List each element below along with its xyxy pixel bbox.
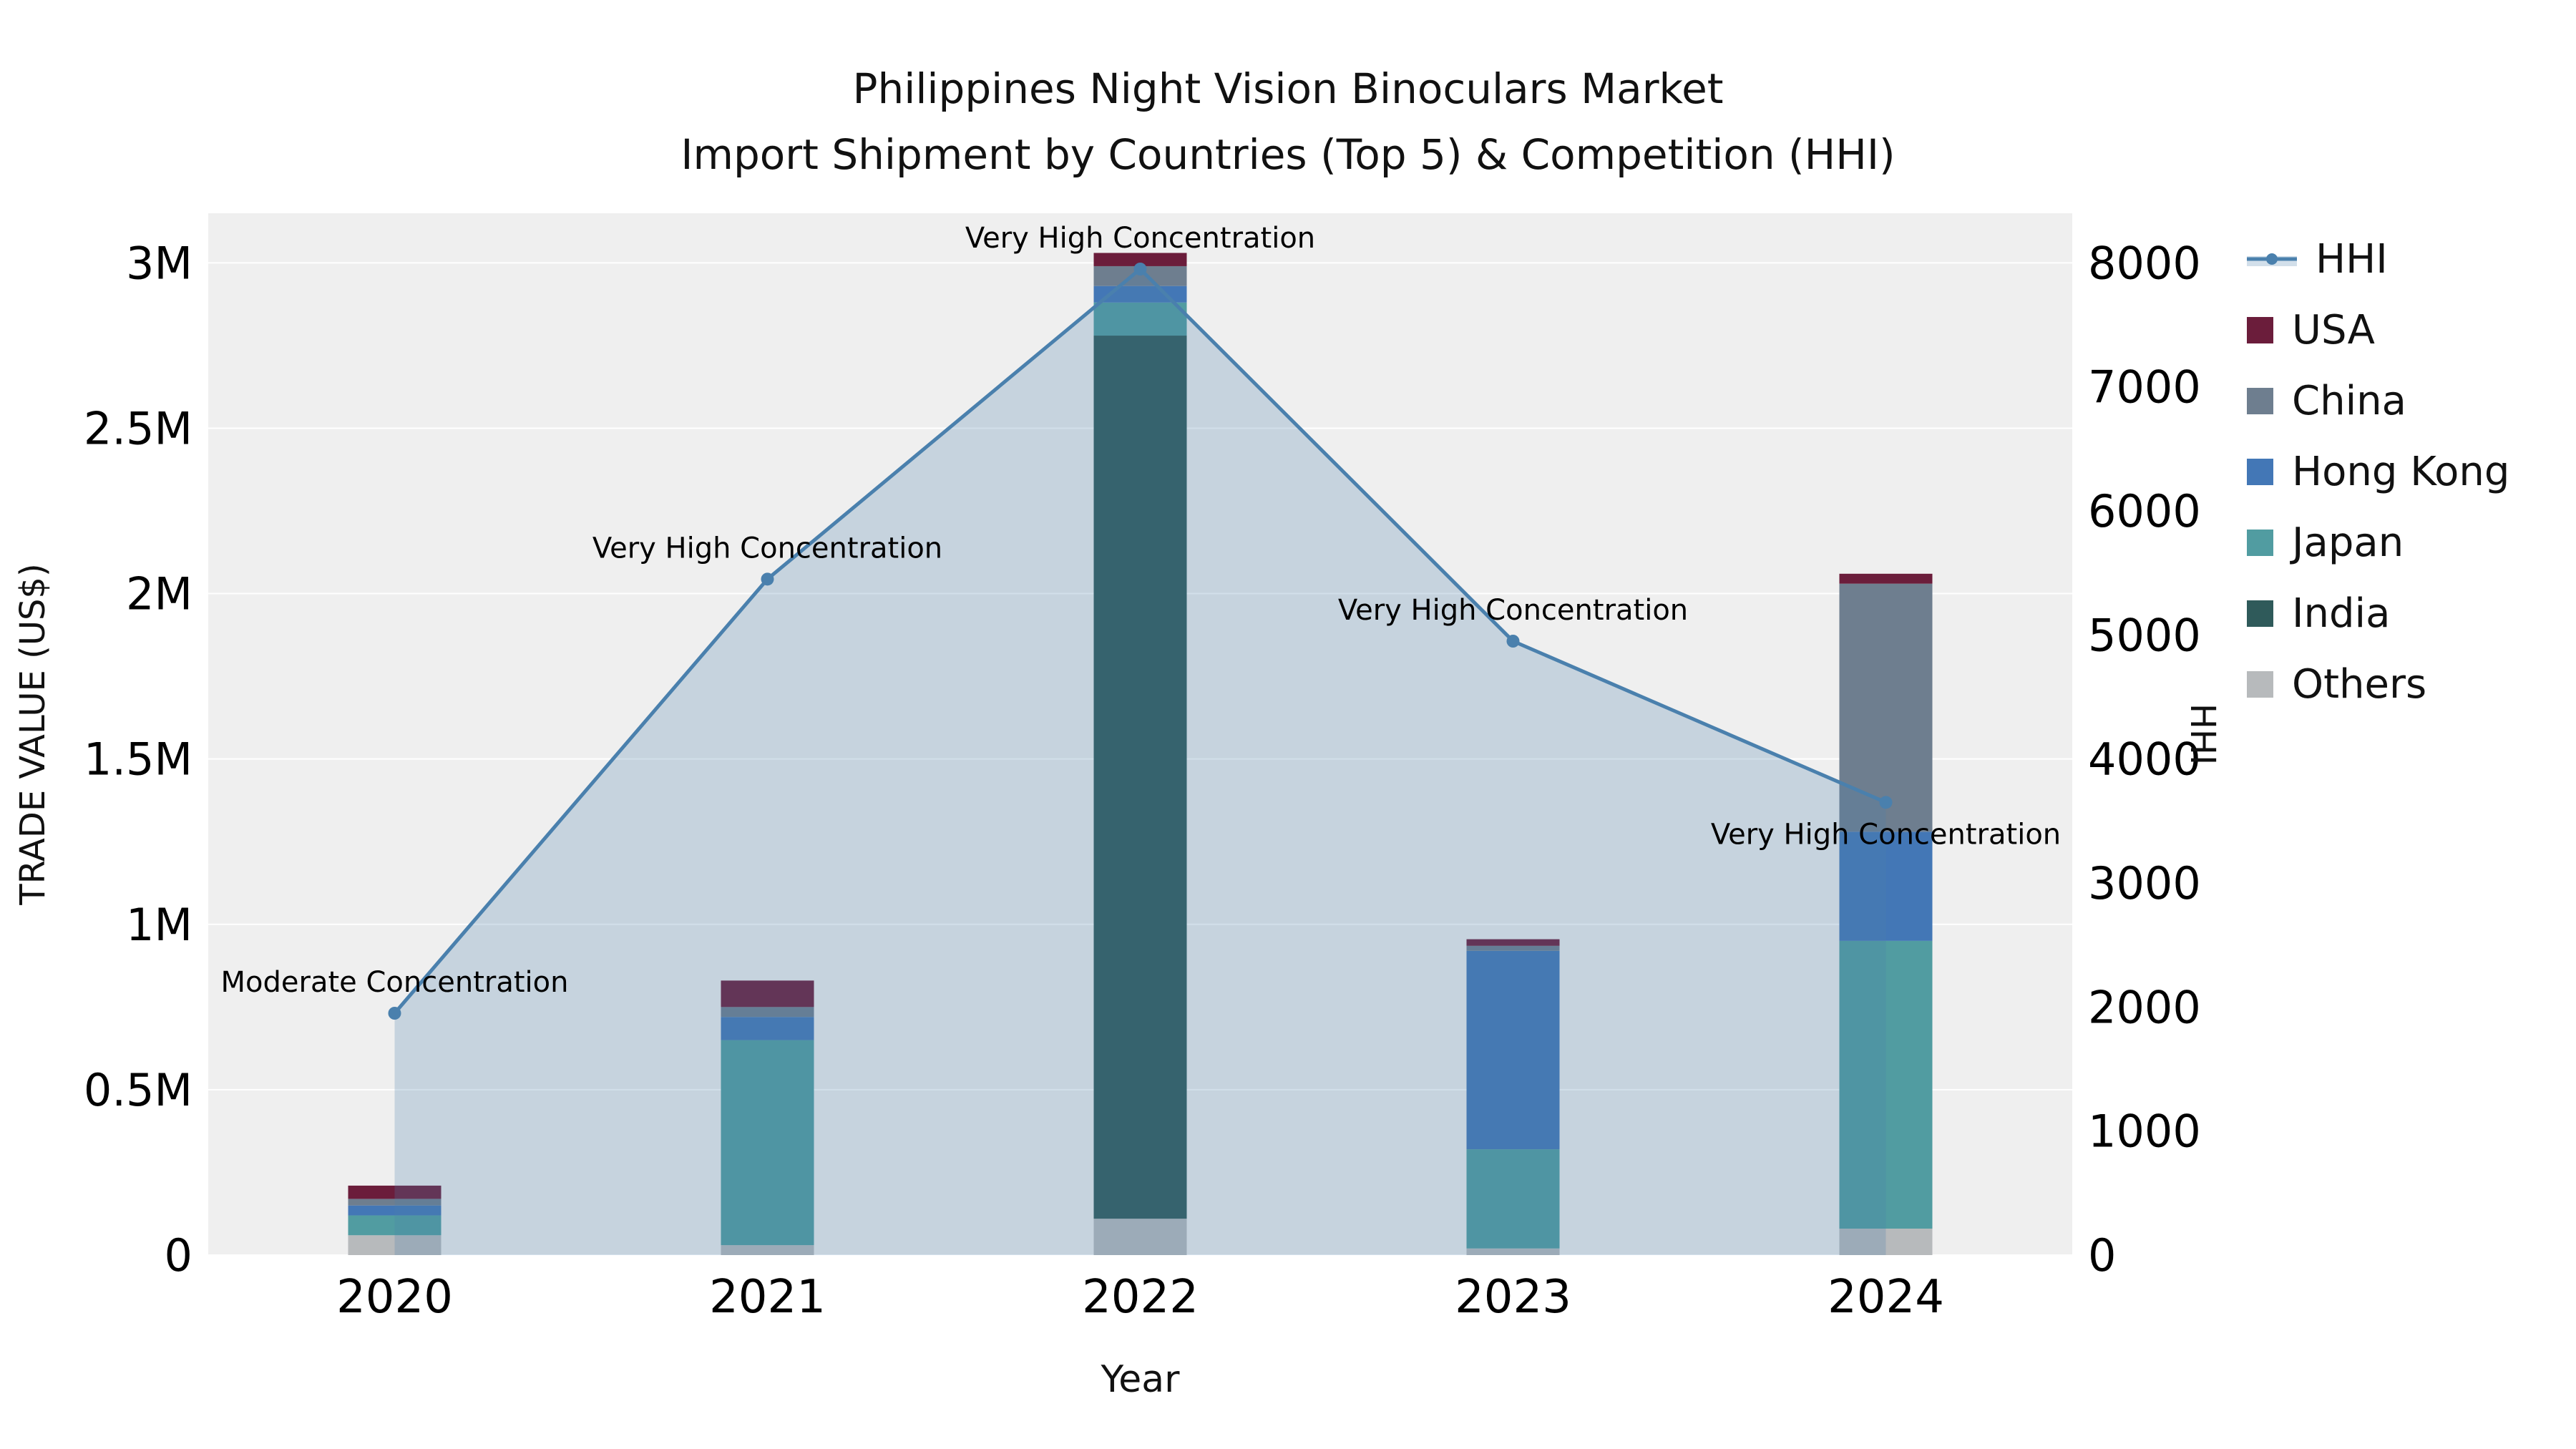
hhi-marker [1879, 796, 1893, 809]
x-tick-label: 2023 [1455, 1271, 1571, 1324]
bar-segment-china [1466, 945, 1560, 951]
y-left-tick-label: 1M [126, 899, 192, 951]
annotation-text: Very High Concentration [1338, 594, 1688, 627]
bar-segment-hong-kong [1839, 831, 1933, 941]
legend-item-others[interactable]: Others [2247, 661, 2509, 708]
legend-item-china[interactable]: China [2247, 378, 2509, 424]
bar-segment-others [1466, 1248, 1560, 1255]
y-left-tick-label: 3M [126, 237, 192, 289]
bar-segment-hong-kong [1466, 950, 1560, 1150]
y-right-tick-label: 4000 [2088, 733, 2201, 786]
chart-title: Philippines Night Vision Binoculars Mark… [852, 64, 1724, 113]
y-left-tick-label: 0 [165, 1229, 192, 1282]
y-left-tick-label: 0.5M [84, 1064, 192, 1116]
legend-swatch [2247, 388, 2273, 414]
annotation-text: Very High Concentration [592, 532, 942, 565]
legend-swatch [2247, 459, 2273, 485]
y-axis-title-left: TRADE VALUE (US$) [13, 563, 53, 905]
bar-segment-others [1093, 1219, 1187, 1255]
legend-item-japan[interactable]: Japan [2247, 519, 2509, 566]
hhi-area [394, 269, 1886, 1255]
bar-segment-india [1093, 336, 1187, 1219]
bar-segment-usa [721, 980, 814, 1008]
hhi-marker [388, 1007, 401, 1020]
y-right-tick-label: 8000 [2088, 237, 2201, 289]
legend-label: HHI [2316, 236, 2388, 283]
hhi-marker [1506, 635, 1520, 648]
legend-label: Others [2292, 661, 2427, 708]
hhi-marker [1133, 263, 1147, 275]
x-tick-label: 2024 [1828, 1271, 1944, 1324]
y-right-tick-label: 1000 [2088, 1106, 2201, 1158]
x-axis-title: Year [1101, 1358, 1180, 1401]
legend-swatch [2247, 530, 2273, 556]
bar-segment-usa [1466, 939, 1560, 946]
bar-segment-usa [1839, 573, 1933, 584]
y-right-tick-label: 3000 [2088, 857, 2201, 909]
y-right-tick-label: 7000 [2088, 361, 2201, 414]
bar-segment-hong-kong [348, 1205, 441, 1216]
y-right-tick-label: 6000 [2088, 485, 2201, 537]
bar-segment-others [1839, 1229, 1933, 1255]
bar-segment-japan [1093, 302, 1187, 336]
legend-label: USA [2292, 307, 2375, 353]
legend-label: Japan [2292, 519, 2404, 566]
legend-swatch [2247, 317, 2273, 343]
bar-segment-japan [348, 1215, 441, 1236]
legend-label: India [2292, 590, 2391, 637]
legend-swatch [2247, 671, 2273, 698]
y-right-tick-label: 2000 [2088, 981, 2201, 1033]
annotation-text: Very High Concentration [965, 222, 1315, 255]
hhi-marker [761, 572, 774, 586]
annotation-text: Very High Concentration [1711, 818, 2061, 851]
y-axis-title-right: HHI [2182, 703, 2223, 766]
legend-label: Hong Kong [2292, 449, 2510, 495]
bar-segment-others [721, 1245, 814, 1255]
y-left-tick-label: 1.5M [84, 733, 192, 786]
bar-segment-china [348, 1199, 441, 1206]
bar-segment-japan [1839, 940, 1933, 1229]
bar-segment-hong-kong [721, 1017, 814, 1040]
x-tick-label: 2022 [1082, 1271, 1199, 1324]
bar-segment-japan [1466, 1149, 1560, 1249]
legend-swatch [2247, 600, 2273, 627]
legend-item-india[interactable]: India [2247, 590, 2509, 637]
y-left-tick-label: 2M [126, 568, 192, 620]
bar-segment-japan [721, 1040, 814, 1246]
legend-label: China [2292, 378, 2406, 424]
chart-subtitle: Import Shipment by Countries (Top 5) & C… [680, 130, 1896, 179]
legend: HHI USA China Hong Kong Japan India Others [2247, 236, 2509, 708]
bar-segment-usa [1093, 253, 1187, 266]
legend-item-hhi[interactable]: HHI [2247, 236, 2509, 283]
y-left-tick-label: 2.5M [84, 402, 192, 454]
bar-segment-usa [348, 1185, 441, 1199]
x-tick-label: 2020 [336, 1271, 453, 1324]
y-right-tick-label: 0 [2088, 1229, 2116, 1282]
bar-segment-others [348, 1235, 441, 1255]
bar-segment-china [721, 1007, 814, 1018]
hhi-line-legend-symbol [2247, 253, 2297, 266]
annotation-text: Moderate Concentration [221, 966, 569, 999]
legend-item-usa[interactable]: USA [2247, 307, 2509, 353]
x-tick-label: 2021 [709, 1271, 826, 1324]
y-right-tick-label: 5000 [2088, 609, 2201, 661]
legend-item-hong-kong[interactable]: Hong Kong [2247, 449, 2509, 495]
